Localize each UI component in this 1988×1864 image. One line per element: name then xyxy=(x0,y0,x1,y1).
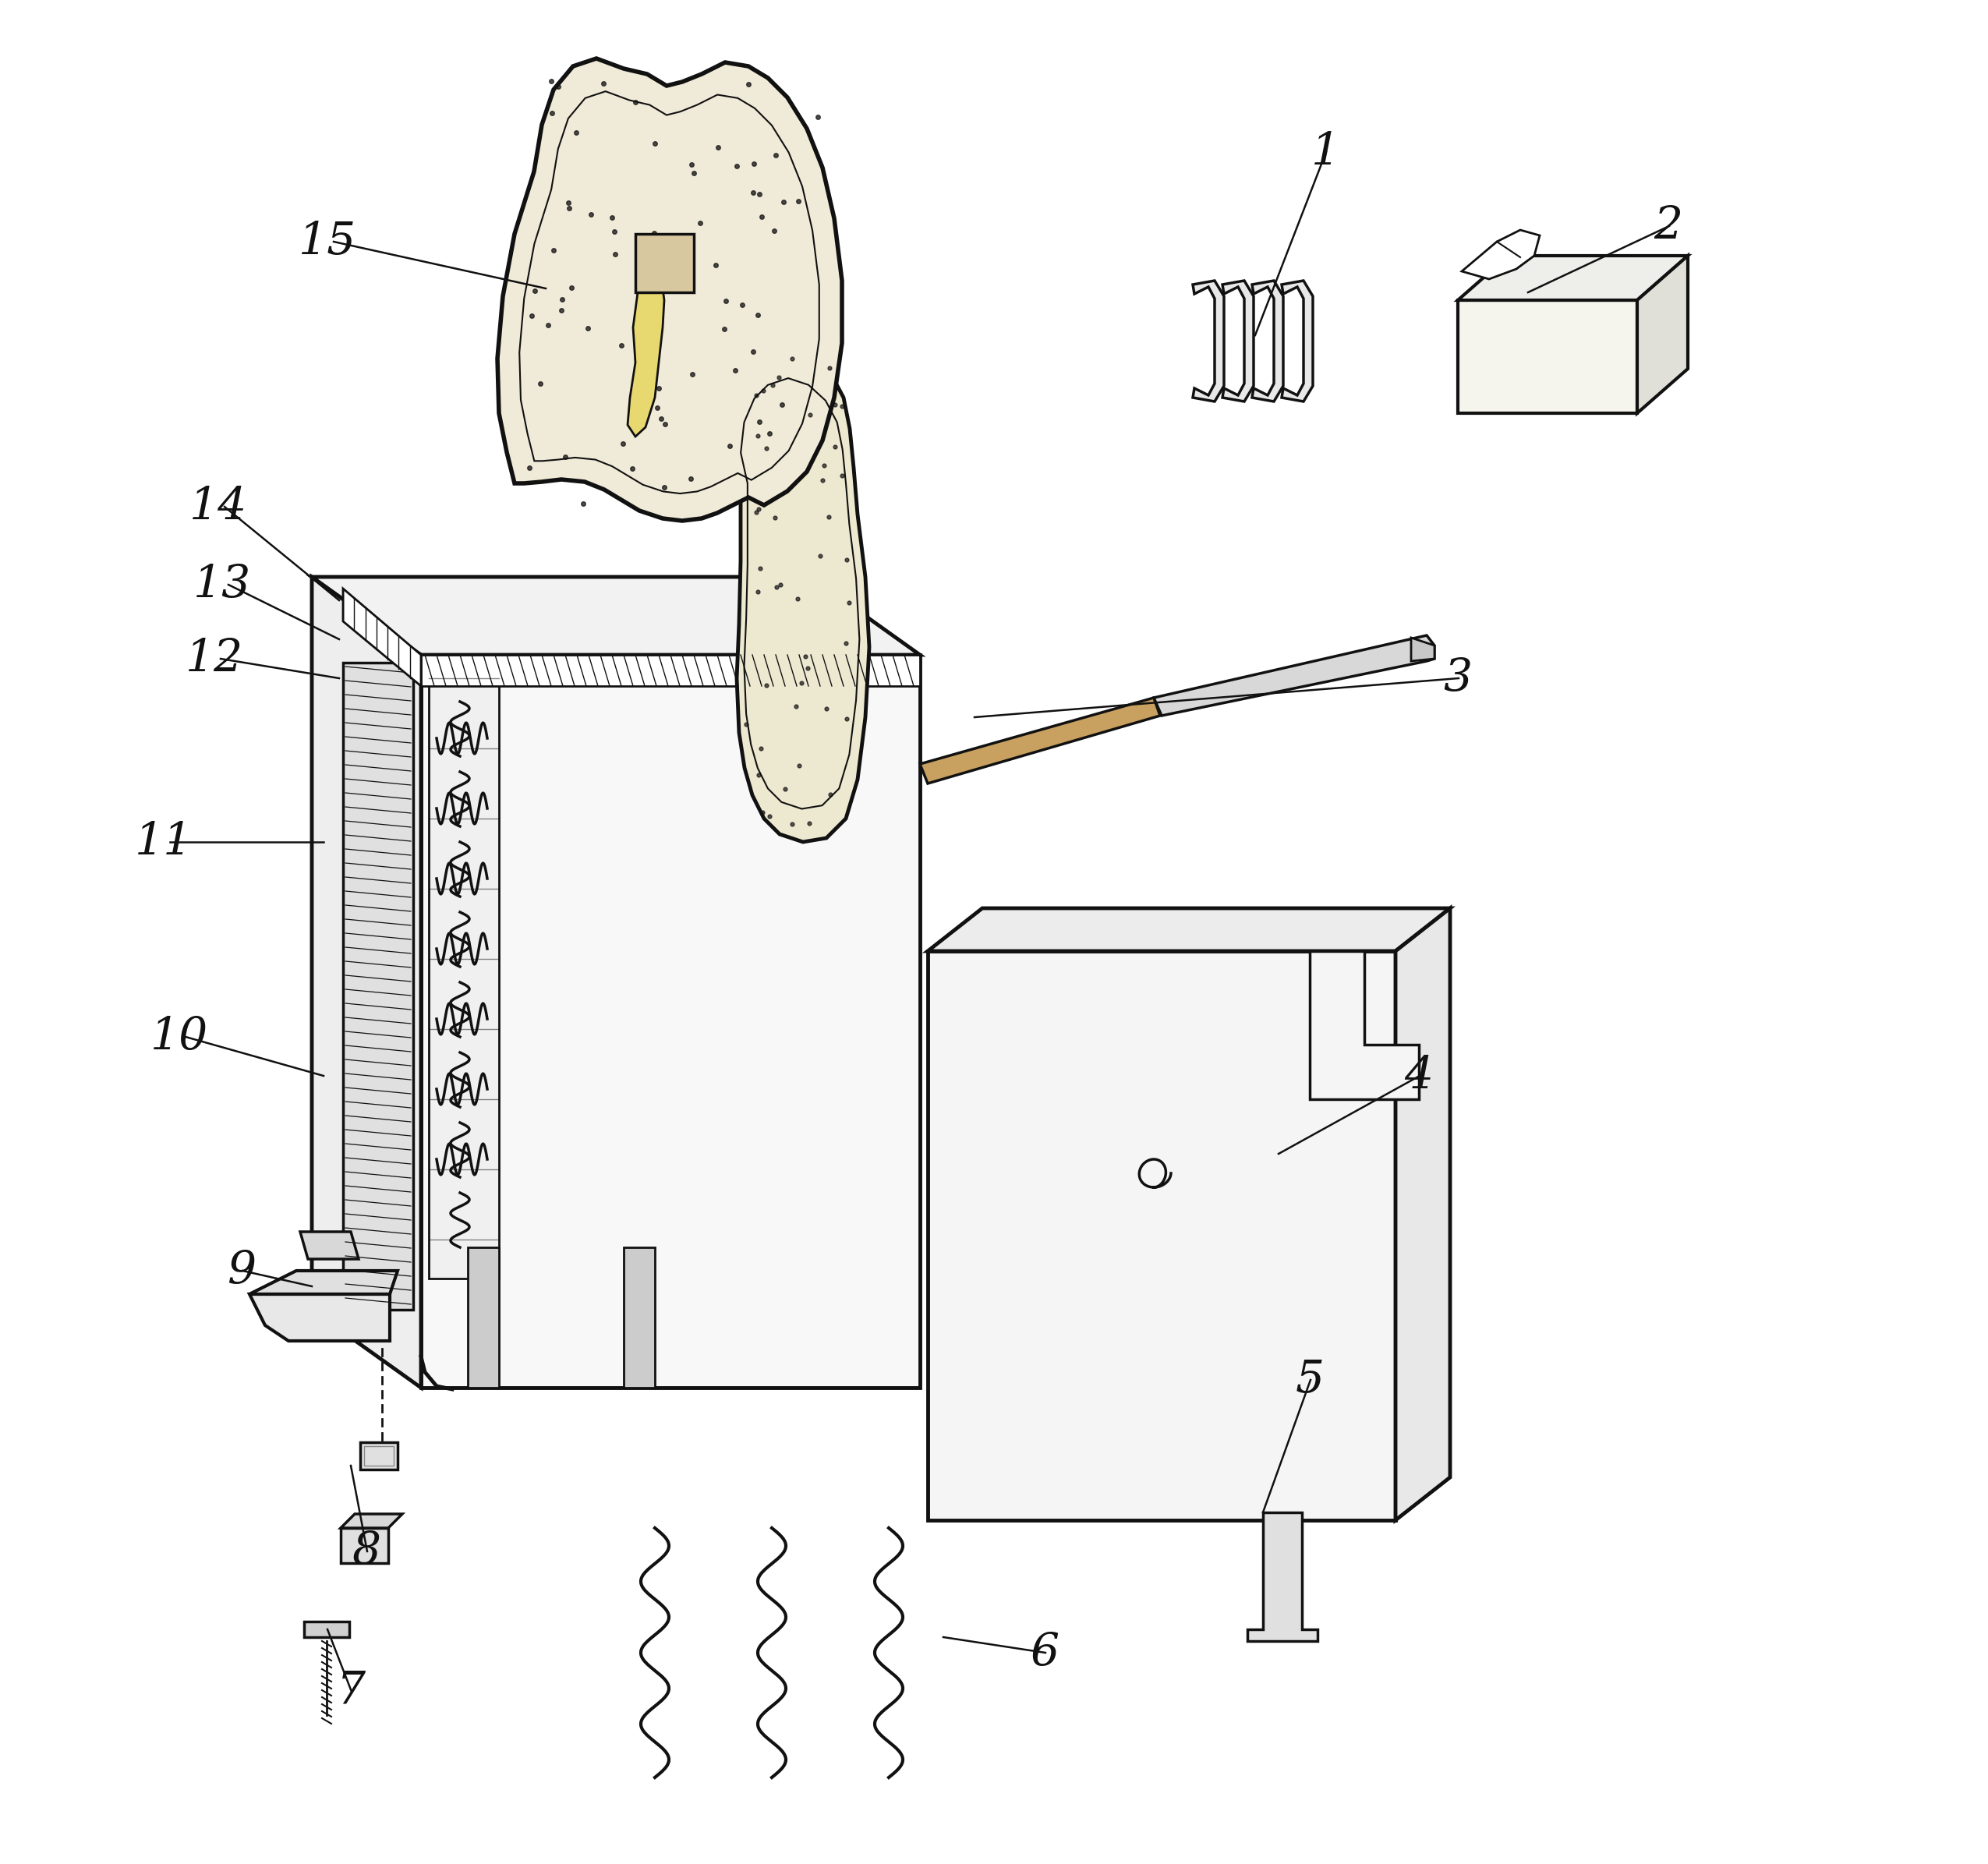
Polygon shape xyxy=(249,1271,398,1294)
Polygon shape xyxy=(421,654,920,686)
Polygon shape xyxy=(360,1443,398,1469)
Text: 4: 4 xyxy=(1404,1053,1433,1098)
Polygon shape xyxy=(1461,229,1541,280)
Polygon shape xyxy=(1282,281,1312,401)
Text: 12: 12 xyxy=(185,637,243,680)
Text: 2: 2 xyxy=(1654,203,1682,248)
Text: 15: 15 xyxy=(298,220,356,263)
Polygon shape xyxy=(734,347,869,843)
Text: 7: 7 xyxy=(336,1670,366,1713)
Polygon shape xyxy=(928,908,1449,951)
Polygon shape xyxy=(1223,281,1254,401)
Polygon shape xyxy=(1246,1512,1318,1640)
Polygon shape xyxy=(312,576,421,1387)
Text: 6: 6 xyxy=(1030,1631,1060,1674)
Text: 1: 1 xyxy=(1310,130,1340,173)
Polygon shape xyxy=(1252,281,1282,401)
Polygon shape xyxy=(1411,637,1435,662)
Polygon shape xyxy=(467,1247,499,1387)
Polygon shape xyxy=(312,576,920,654)
Polygon shape xyxy=(344,589,421,686)
Polygon shape xyxy=(249,1294,390,1340)
Polygon shape xyxy=(1193,281,1225,401)
Text: 9: 9 xyxy=(227,1249,256,1294)
Text: 3: 3 xyxy=(1443,656,1473,701)
Polygon shape xyxy=(920,697,1161,783)
Polygon shape xyxy=(628,268,664,436)
Polygon shape xyxy=(421,654,920,1387)
Polygon shape xyxy=(592,658,654,678)
Polygon shape xyxy=(300,1232,358,1258)
Polygon shape xyxy=(304,1622,350,1637)
Polygon shape xyxy=(340,1528,388,1564)
Polygon shape xyxy=(340,1514,402,1528)
Polygon shape xyxy=(344,662,414,1310)
Text: 13: 13 xyxy=(193,563,250,606)
Polygon shape xyxy=(624,1247,654,1387)
Text: 5: 5 xyxy=(1296,1357,1324,1402)
Polygon shape xyxy=(636,233,694,293)
Polygon shape xyxy=(429,678,499,1279)
Text: 11: 11 xyxy=(135,820,193,865)
Polygon shape xyxy=(1396,908,1449,1521)
Polygon shape xyxy=(928,951,1396,1521)
Text: 10: 10 xyxy=(151,1014,209,1059)
Polygon shape xyxy=(1153,636,1435,716)
Polygon shape xyxy=(1457,300,1638,414)
Polygon shape xyxy=(1638,255,1688,414)
Polygon shape xyxy=(497,58,843,520)
Text: 14: 14 xyxy=(189,485,247,529)
Polygon shape xyxy=(1310,951,1419,1100)
Text: 8: 8 xyxy=(352,1528,382,1573)
Polygon shape xyxy=(475,658,539,678)
Polygon shape xyxy=(1457,255,1688,300)
